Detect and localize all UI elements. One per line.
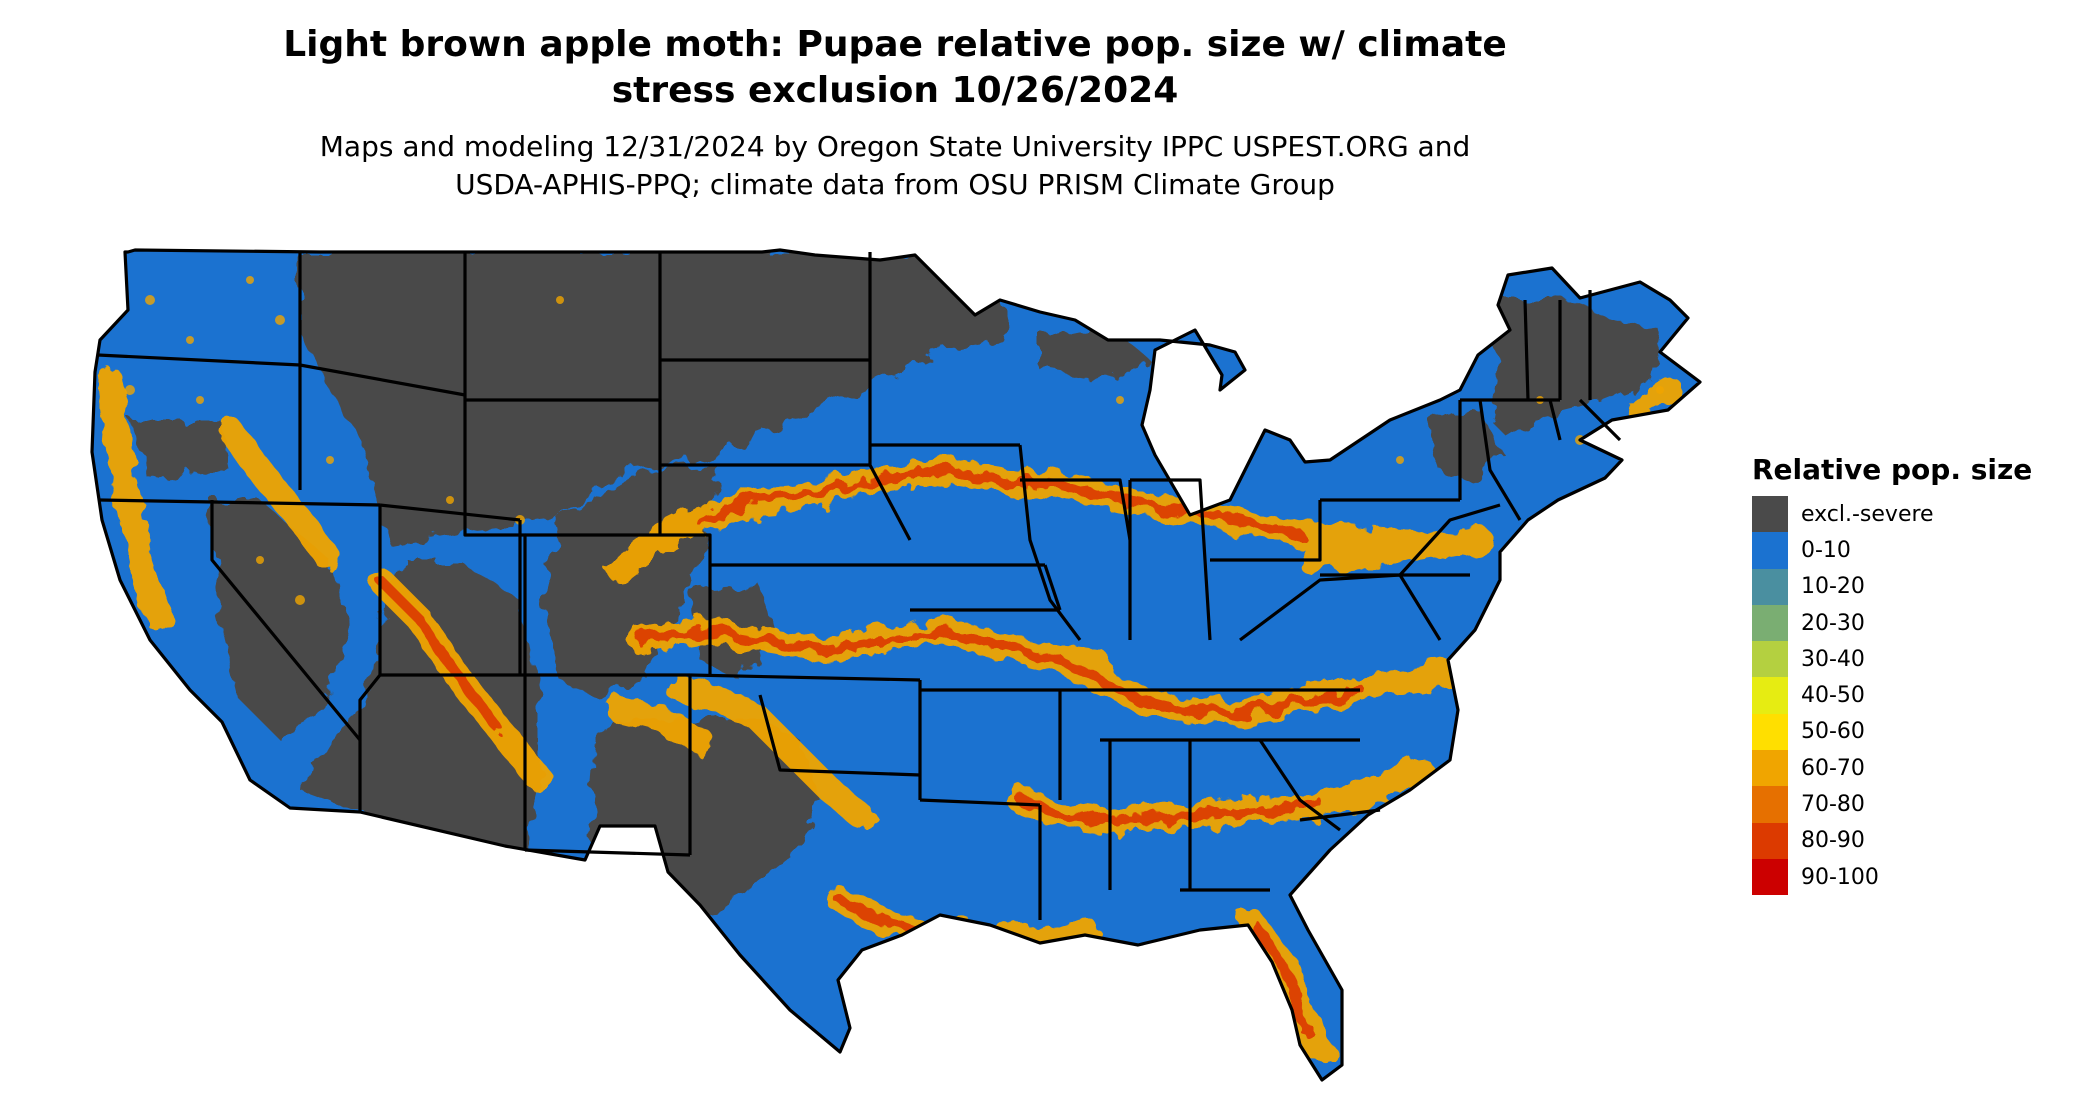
legend-label: 10-20 [1801, 574, 1865, 600]
legend-swatch [1752, 677, 1788, 714]
legend-item: 70-80 [1752, 786, 2092, 823]
legend-swatch [1752, 532, 1788, 569]
legend-title: Relative pop. size [1752, 453, 2033, 486]
legend: Relative pop. size excl.-severe 0-10 10-20… [1752, 452, 2092, 896]
legend-swatch [1752, 604, 1788, 642]
legend-swatch [1752, 786, 1788, 823]
legend-items: excl.-severe 0-10 10-20 20-30 30-40 40-50 50-6… [1752, 496, 2092, 896]
legend-label: 40-50 [1801, 683, 1865, 709]
legend-swatch [1752, 713, 1788, 751]
legend-label: 60-70 [1801, 755, 1865, 781]
legend-swatch [1752, 822, 1788, 859]
legend-swatch [1752, 858, 1788, 896]
map-subtitle-line-1: Maps and modeling 12/31/2024 by Oregon S… [319, 130, 1471, 163]
legend-item: 50-60 [1752, 713, 2092, 751]
excluded-regions [130, 250, 1660, 1040]
legend-label: 80-90 [1801, 828, 1865, 854]
legend-label: 0-10 [1801, 537, 1851, 563]
legend-swatch [1752, 568, 1788, 605]
legend-item: excl.-severe [1752, 496, 2092, 533]
legend-item: 90-100 [1752, 858, 2092, 896]
legend-swatch [1752, 496, 1788, 533]
map-title-line-1: Light brown apple moth: Pupae relative p… [283, 24, 1507, 65]
legend-swatch [1752, 641, 1788, 678]
legend-item: 40-50 [1752, 677, 2092, 714]
legend-item: 10-20 [1752, 568, 2092, 605]
legend-label: 30-40 [1801, 646, 1865, 672]
legend-item: 20-30 [1752, 604, 2092, 642]
legend-label: 70-80 [1801, 792, 1865, 818]
high-population-bands [97, 367, 1683, 1063]
map-subtitle-line-2: USDA-APHIS-PPQ; climate data from OSU PR… [455, 168, 1335, 201]
legend-label: 20-30 [1801, 610, 1865, 636]
legend-swatch [1752, 750, 1788, 787]
us-risk-map [90, 248, 1702, 1082]
map-title: Light brown apple moth: Pupae relative p… [0, 22, 1790, 114]
legend-item: 60-70 [1752, 750, 2092, 787]
legend-item: 80-90 [1752, 822, 2092, 859]
map-subtitle: Maps and modeling 12/31/2024 by Oregon S… [0, 128, 1790, 204]
legend-item: 30-40 [1752, 641, 2092, 678]
legend-item: 0-10 [1752, 532, 2092, 569]
legend-label: 90-100 [1801, 864, 1879, 890]
legend-label: 50-60 [1801, 719, 1865, 745]
state-borders [90, 248, 1702, 1082]
map-title-line-2: stress exclusion 10/26/2024 [611, 70, 1179, 111]
legend-label: excl.-severe [1801, 501, 1934, 527]
